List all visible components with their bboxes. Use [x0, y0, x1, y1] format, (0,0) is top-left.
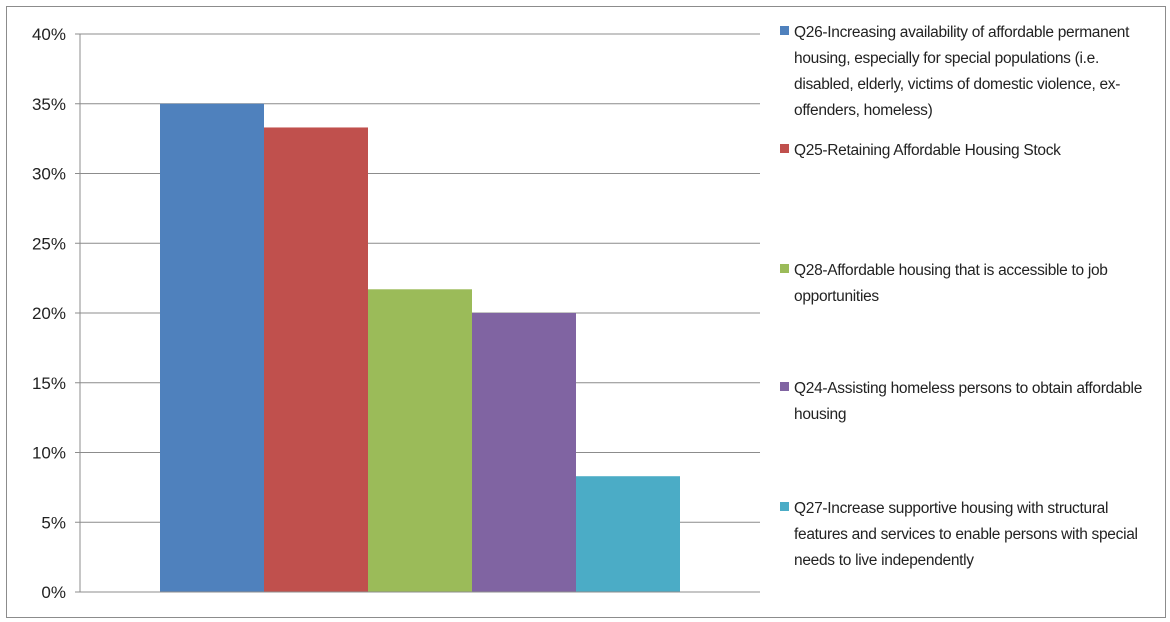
bar-1 [160, 103, 264, 592]
legend-label-q24: Q24-Assisting homeless persons to obtain… [794, 380, 1143, 423]
bar-3 [368, 289, 472, 592]
legend-label-q27: Q27-Increase supportive housing with str… [794, 500, 1138, 569]
legend-item-q27: Q27-Increase supportive housing with str… [780, 496, 1150, 574]
bar-2 [264, 127, 368, 592]
y-tick-label: 10% [32, 444, 66, 463]
legend-item-q25: Q25-Retaining Affordable Housing Stock [780, 138, 1150, 164]
axes [75, 33, 760, 593]
bar-4 [472, 313, 576, 592]
legend-label-q25: Q25-Retaining Affordable Housing Stock [794, 142, 1061, 159]
bars [160, 103, 680, 592]
legend-swatch-q28 [780, 264, 789, 273]
y-tick-label: 15% [32, 374, 66, 393]
legend-swatch-q27 [780, 502, 789, 511]
legend-label-q28: Q28-Affordable housing that is accessibl… [794, 262, 1108, 305]
legend-swatch-q25 [780, 144, 789, 153]
legend-item-q26: Q26-Increasing availability of affordabl… [780, 20, 1150, 124]
y-tick-label: 30% [32, 165, 66, 184]
y-tick-label: 0% [41, 583, 66, 602]
legend: Q26-Increasing availability of affordabl… [780, 0, 1160, 622]
legend-label-q26: Q26-Increasing availability of affordabl… [794, 24, 1130, 119]
legend-swatch-q24 [780, 382, 789, 391]
bar-chart: 0% 5% 10% 15% 20% 25% 30% 35% 40% [32, 25, 760, 602]
y-tick-label: 5% [41, 513, 66, 532]
y-tick-label: 35% [32, 95, 66, 114]
y-tick-label: 20% [32, 304, 66, 323]
legend-item-q24: Q24-Assisting homeless persons to obtain… [780, 376, 1150, 428]
y-axis-tick-labels: 0% 5% 10% 15% 20% 25% 30% 35% 40% [32, 25, 66, 602]
bar-5 [576, 476, 680, 592]
y-tick-label: 40% [32, 25, 66, 44]
y-tick-label: 25% [32, 234, 66, 253]
legend-item-q28: Q28-Affordable housing that is accessibl… [780, 258, 1150, 310]
legend-swatch-q26 [780, 26, 789, 35]
